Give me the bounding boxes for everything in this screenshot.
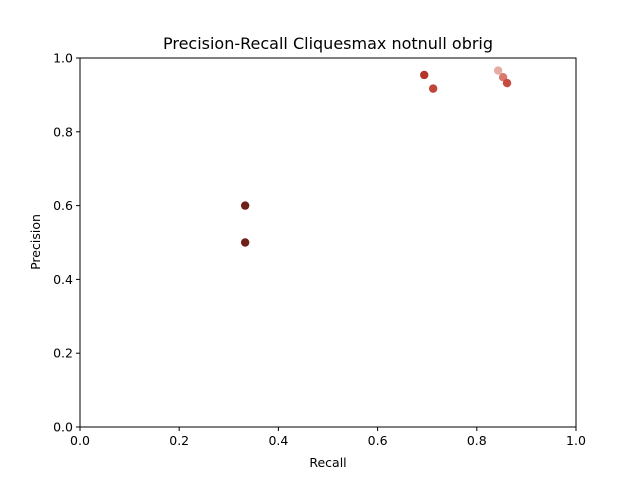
y-tick-label: 0.0: [53, 420, 73, 435]
x-tick-label: 0.2: [169, 433, 189, 448]
scatter-point: [502, 78, 512, 88]
y-tick-label: 1.0: [53, 51, 73, 66]
scatter-point: [498, 72, 508, 82]
x-tick-label: 1.0: [566, 433, 586, 448]
scatter-point: [428, 84, 438, 93]
chart-title: Precision-Recall Cliquesmax notnull obri…: [163, 34, 493, 53]
plot-area-frame: [79, 57, 577, 428]
y-tick-label: 0.8: [53, 124, 73, 139]
scatter-point: [240, 238, 250, 247]
scatter-point: [420, 70, 429, 80]
y-axis-ticks: 0.0 0.2 0.4 0.6 0.8 1.0: [53, 51, 80, 435]
y-tick-label: 0.2: [53, 346, 73, 361]
y-tick-label: 0.4: [53, 272, 73, 287]
scatter-point: [493, 66, 503, 75]
x-tick-label: 0.4: [268, 433, 288, 448]
scatter-point: [240, 201, 250, 210]
x-axis-label: Recall: [309, 455, 346, 470]
x-tick-label: 0.0: [70, 433, 90, 448]
x-tick-label: 0.6: [368, 433, 388, 448]
data-points: [240, 66, 512, 247]
y-tick-label: 0.6: [53, 198, 73, 213]
x-axis-ticks: 0.0 0.2 0.4 0.6 0.8 1.0: [70, 427, 586, 448]
y-axis-label: Precision: [28, 214, 43, 270]
x-tick-label: 0.8: [467, 433, 487, 448]
